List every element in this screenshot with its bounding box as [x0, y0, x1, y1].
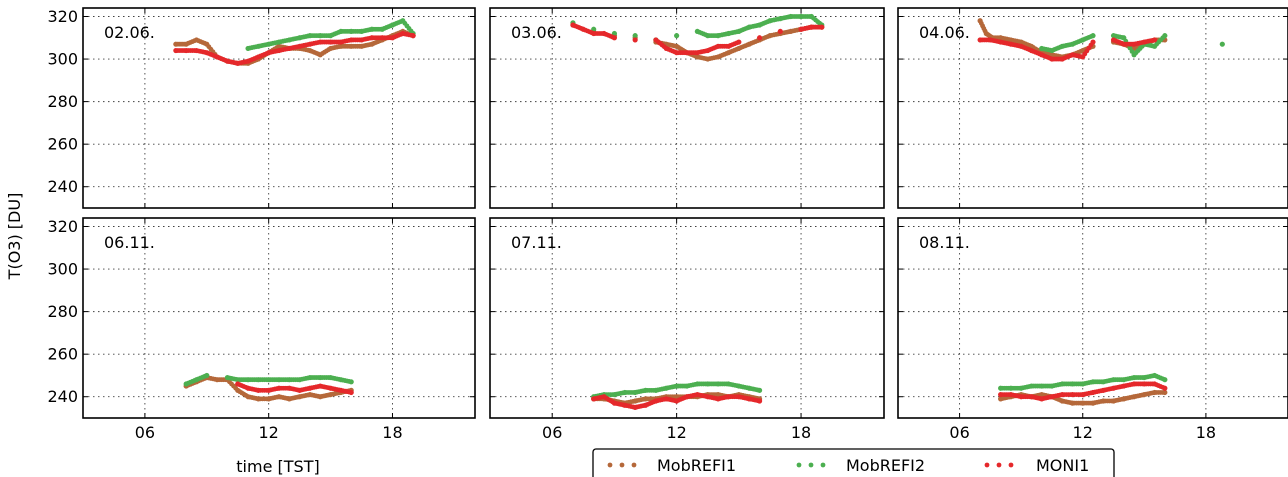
panel-06-11: 240 260 280 300 320 06 12 18 06.11.	[47, 217, 476, 442]
data-point	[632, 33, 638, 39]
legend-marker	[808, 462, 814, 468]
legend-label: MONI1	[1036, 456, 1089, 475]
legend-entry-mobrefi2: MobREFI2	[796, 456, 925, 475]
panel-date-label: 04.06.	[919, 23, 970, 42]
y-axis-label: T(O3) [DU]	[5, 193, 24, 281]
panel-frame	[489, 217, 885, 419]
data-point	[1090, 33, 1096, 39]
data-point	[1162, 377, 1168, 383]
series-moni1	[977, 37, 1158, 62]
legend-marker	[631, 462, 637, 468]
legend-marker	[619, 462, 625, 468]
y-tick-label: 320	[47, 217, 78, 236]
panel-date-label: 03.06.	[511, 23, 562, 42]
panel-frame	[82, 217, 476, 419]
x-tick-label: 18	[791, 423, 811, 442]
panel-frame	[82, 7, 476, 209]
data-point	[819, 24, 825, 30]
data-point	[1219, 41, 1225, 47]
y-tick-label: 300	[47, 50, 78, 69]
y-tick-label: 280	[47, 302, 78, 321]
y-tick-label: 260	[47, 135, 78, 154]
legend-marker	[1008, 462, 1014, 468]
series-moni1	[591, 391, 763, 410]
data-point	[674, 33, 680, 39]
data-point	[410, 33, 416, 39]
data-point	[777, 28, 783, 35]
x-tick-label: 12	[259, 423, 279, 442]
data-point	[348, 379, 354, 385]
legend: MobREFI1 MobREFI2 MONI1	[592, 448, 1115, 477]
legend-marker	[820, 462, 826, 468]
series-moni1	[235, 381, 354, 396]
y-tick-label: 280	[47, 92, 78, 111]
y-tick-label: 320	[47, 7, 78, 26]
x-tick-label: 06	[542, 423, 562, 442]
panel-07-11: 06 12 18 07.11.	[489, 217, 885, 442]
x-tick-label: 18	[1196, 423, 1216, 442]
y-tick-label: 240	[47, 177, 78, 196]
x-tick-label: 06	[949, 423, 969, 442]
panel-frame	[489, 7, 885, 209]
legend-label: MobREFI2	[846, 456, 925, 475]
panel-08-11: 06 12 18 08.11.	[897, 217, 1288, 442]
series-moni1	[998, 381, 1168, 402]
panel-frame	[897, 7, 1288, 209]
y-tick-label: 260	[47, 345, 78, 364]
data-point	[1162, 385, 1168, 391]
data-point	[756, 387, 763, 393]
data-point	[632, 37, 638, 43]
panel-frame	[897, 217, 1288, 419]
series-moni1	[173, 30, 416, 66]
data-point	[1090, 39, 1096, 45]
data-point	[204, 372, 210, 379]
series-mobrefi2	[245, 18, 416, 52]
legend-marker	[607, 462, 613, 468]
x-tick-label: 12	[666, 423, 686, 442]
data-point	[1162, 389, 1168, 396]
x-tick-label: 18	[382, 423, 402, 442]
series-mobrefi2	[998, 372, 1168, 391]
data-point	[1151, 37, 1158, 43]
panel-03-06: 03.06.	[489, 7, 885, 209]
panel-date-label: 07.11.	[511, 233, 562, 252]
legend-entry-mobrefi1: MobREFI1	[607, 456, 736, 475]
series-mobrefi2	[183, 372, 354, 387]
data-point	[756, 35, 763, 41]
legend-label: MobREFI1	[657, 456, 736, 475]
y-tick-label: 240	[47, 387, 78, 406]
panel-04-06: 04.06.	[897, 7, 1288, 209]
data-point	[348, 389, 354, 396]
legend-marker	[796, 462, 802, 468]
series-moni1	[570, 22, 825, 56]
legend-marker	[996, 462, 1002, 468]
panel-date-label: 08.11.	[919, 233, 970, 252]
x-axis-label: time [TST]	[236, 457, 319, 476]
data-point	[756, 398, 763, 404]
data-point	[736, 39, 742, 45]
data-point	[611, 35, 618, 41]
panel-date-label: 06.11.	[104, 233, 155, 252]
x-tick-label: 06	[135, 423, 155, 442]
x-tick-label: 12	[1073, 423, 1093, 442]
series-mobrefi1	[570, 22, 825, 62]
panel-02-06: 240 260 280 300 320 02.06.	[47, 7, 476, 209]
panel-date-label: 02.06.	[104, 23, 155, 42]
legend-box	[592, 448, 1115, 477]
legend-marker	[984, 462, 990, 468]
legend-entry-moni1: MONI1	[984, 456, 1089, 475]
data-point	[1162, 33, 1168, 39]
y-tick-label: 300	[47, 260, 78, 279]
series-mobrefi2	[570, 13, 825, 43]
